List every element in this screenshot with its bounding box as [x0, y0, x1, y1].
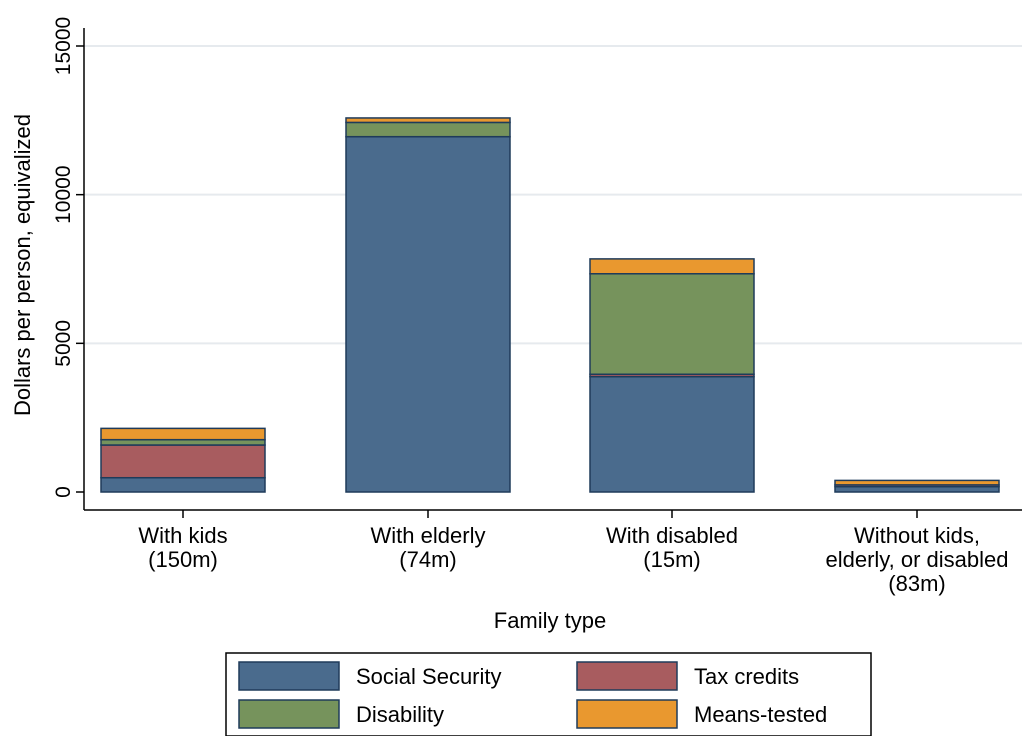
- bar-segment: [100, 476, 266, 493]
- y-tick-label: 10000: [52, 165, 75, 223]
- x-tick-label: Without kids, elderly, or disabled (83m): [825, 523, 1008, 596]
- x-tick-label: With kids (150m): [138, 523, 227, 572]
- legend-swatch: [576, 699, 678, 729]
- legend-swatch: [238, 661, 340, 691]
- legend: Social Security Tax credits Disability Mean…: [225, 652, 872, 736]
- y-tick-label: 5000: [52, 320, 75, 367]
- x-tick-label: With disabled (15m): [606, 523, 738, 572]
- y-axis-title: Dollars per person, equivalized: [10, 114, 35, 416]
- legend-label: Disability: [356, 702, 444, 727]
- legend-label: Tax credits: [694, 664, 799, 689]
- bar-segment: [100, 444, 266, 479]
- x-axis-title: Family type: [494, 608, 606, 633]
- bar-segment: [345, 117, 511, 124]
- bars: [100, 117, 1000, 493]
- legend-swatch: [238, 699, 340, 729]
- y-tick-label: 15000: [52, 17, 75, 75]
- legend-label: Means-tested: [694, 702, 827, 727]
- bar-segment: [100, 427, 266, 441]
- legend-label: Social Security: [356, 664, 502, 689]
- bar-segment: [834, 485, 1000, 493]
- bar-segment: [100, 438, 266, 446]
- bar-segment: [834, 479, 1000, 486]
- bar-segment: [345, 121, 511, 138]
- bar-segment: [345, 135, 511, 493]
- bar-segment: [589, 258, 755, 275]
- y-tick-label: 0: [52, 486, 75, 498]
- legend-swatch: [576, 661, 678, 691]
- gridlines: [84, 45, 1022, 345]
- axes: 0 5000 10000 15000 With kids (150m) With elder…: [52, 17, 1022, 596]
- bar-segment: [589, 375, 755, 493]
- bar-segment: [589, 273, 755, 376]
- x-tick-label: With elderly (74m): [371, 523, 486, 572]
